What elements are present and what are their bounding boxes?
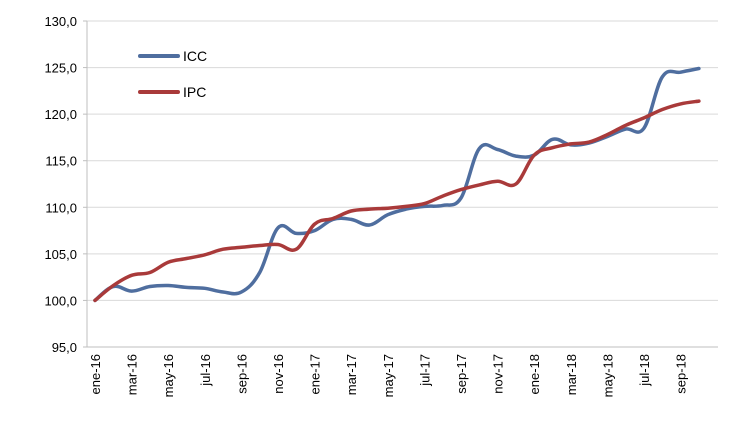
x-tick-label: mar-16 — [125, 354, 140, 395]
y-tick-label: 125,0 — [44, 61, 77, 76]
x-tick-label: ene-17 — [308, 354, 323, 394]
x-tick-labels: ene-16 mar-16 may-16 jul-16 sep-16 nov-16 ene-… — [88, 354, 689, 397]
x-tick-label: may-17 — [381, 354, 396, 397]
x-tick-label: ene-18 — [527, 354, 542, 394]
x-tick-label: sep-16 — [234, 354, 249, 394]
x-tick-label: may-16 — [161, 354, 176, 397]
series-line-icc — [93, 66, 701, 303]
x-tick-label: ene-16 — [88, 354, 103, 394]
y-tick-label: 130,0 — [44, 14, 77, 29]
x-tick-label: may-18 — [600, 354, 615, 397]
x-tick-label: nov-16 — [271, 354, 286, 394]
x-tick-label: sep-18 — [674, 354, 689, 394]
series-lines — [93, 66, 701, 303]
y-tick-label: 120,0 — [44, 107, 77, 122]
x-tick-label: jul-17 — [417, 354, 432, 387]
y-tick-label: 95,0 — [52, 340, 77, 355]
x-tick-label: sep-17 — [454, 354, 469, 394]
axes — [83, 20, 718, 348]
x-tick-label: jul-16 — [198, 354, 213, 387]
x-tick-label: mar-17 — [344, 354, 359, 395]
series-line-ipc — [93, 99, 701, 303]
y-tick-label: 105,0 — [44, 247, 77, 262]
y-tick-label: 110,0 — [45, 200, 77, 215]
y-tick-label: 115,0 — [45, 154, 77, 169]
x-tick-label: nov-17 — [491, 354, 506, 394]
x-tick-label: mar-18 — [564, 354, 579, 395]
legend: ICC IPC — [138, 48, 207, 100]
y-tick-label: 100,0 — [44, 293, 77, 308]
legend-label-ipc: IPC — [183, 84, 206, 100]
legend-label-icc: ICC — [183, 48, 207, 64]
y-tick-labels: 95,0 100,0 105,0 110,0 115,0 120,0 125,0 130,0 — [44, 14, 77, 355]
x-tick-label: jul-18 — [637, 354, 652, 387]
